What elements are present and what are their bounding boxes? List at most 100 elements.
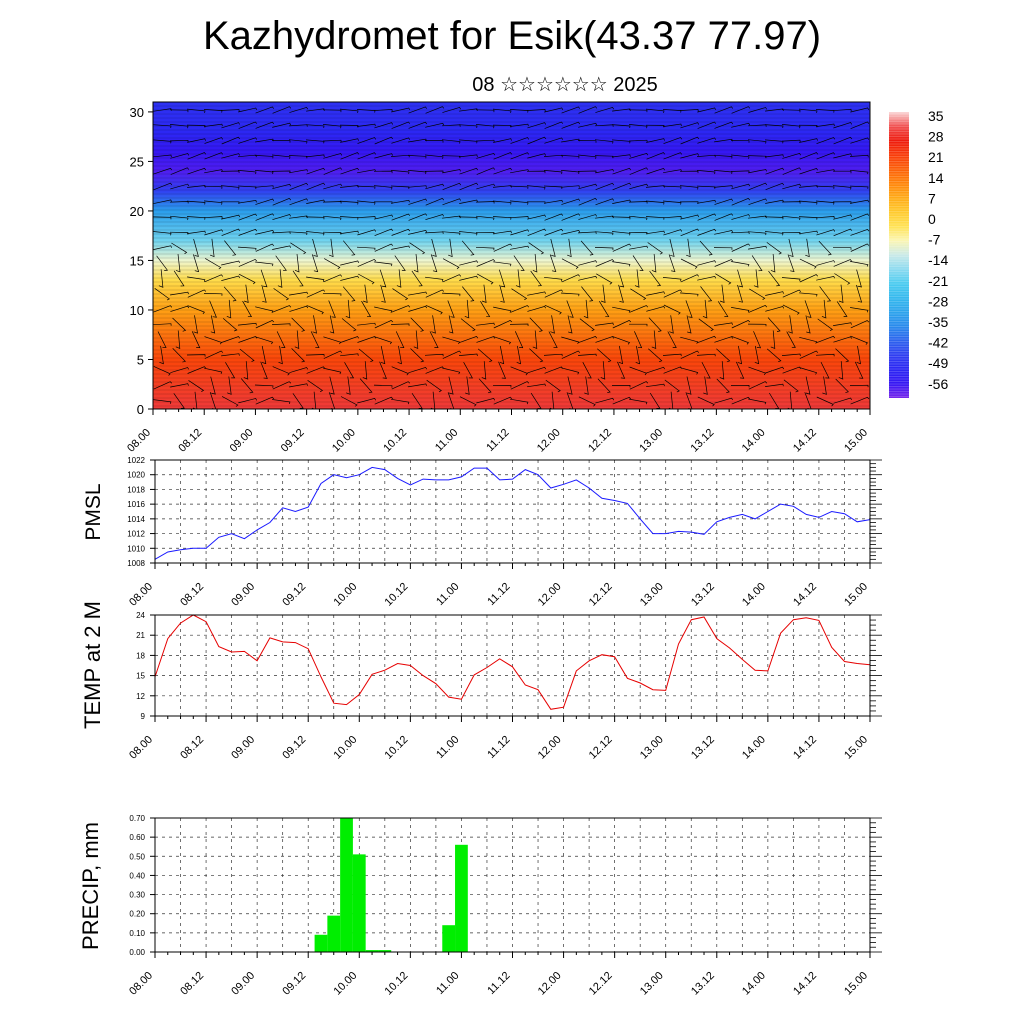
- wind-barb: [477, 348, 493, 363]
- wind-barb: [679, 292, 699, 297]
- wind-barb: [340, 152, 360, 160]
- wind-barb: [680, 274, 700, 283]
- wind-barb: [169, 139, 189, 143]
- wind-barb: [204, 229, 224, 236]
- x-tick-label: 08.00: [125, 427, 153, 455]
- wind-barb: [272, 214, 291, 221]
- wind-barb: [209, 238, 215, 258]
- x-tick-label: 09.12: [280, 970, 308, 998]
- wind-barb: [475, 215, 495, 221]
- x-tick-label: 13.12: [689, 427, 717, 455]
- x-tick-label: 12.12: [586, 427, 614, 455]
- wind-barb: [323, 183, 343, 190]
- y-axis-label: PRECIP, mm: [78, 822, 103, 950]
- y-tick-label: 0.50: [129, 852, 145, 861]
- wind-barb: [458, 216, 478, 220]
- wind-barb: [798, 185, 818, 188]
- wind-barb: [390, 323, 410, 326]
- wind-barb: [560, 185, 580, 188]
- wind-barb: [458, 353, 478, 357]
- wind-barb: [475, 201, 495, 204]
- y-tick-label: 0.30: [129, 891, 145, 900]
- wind-barb: [786, 331, 796, 348]
- wind-barb: [697, 275, 717, 281]
- x-tick-label: 09.00: [229, 970, 257, 998]
- x-tick-label: 10.12: [383, 581, 411, 609]
- wind-barb: [425, 214, 444, 221]
- wind-barb: [567, 238, 572, 258]
- wind-barb: [663, 304, 681, 315]
- wind-barb: [737, 345, 743, 365]
- wind-barb: [425, 289, 445, 298]
- wind-barb: [187, 276, 206, 282]
- wind-barb: [514, 331, 524, 349]
- wind-barb: [567, 315, 573, 334]
- wind-barb: [396, 269, 402, 288]
- wind-barb: [747, 155, 767, 159]
- wind-barb: [170, 167, 190, 175]
- wind-barb: [680, 214, 700, 220]
- wind-barb: [305, 124, 325, 128]
- wind-barb: [272, 399, 291, 404]
- wind-barb: [239, 348, 255, 362]
- wind-barb: [611, 231, 631, 236]
- wind-barb: [425, 140, 444, 143]
- wind-barb: [730, 170, 750, 173]
- wind-barb: [647, 242, 663, 255]
- wind-barb: [411, 270, 423, 287]
- wind-barb: [238, 273, 256, 285]
- wind-barb: [407, 170, 427, 175]
- wind-barb: [669, 238, 675, 257]
- wind-barb: [696, 185, 716, 189]
- chart-title: Kazhydromet for Esik(43.37 77.97): [202, 14, 822, 58]
- wind-barb: [782, 304, 800, 315]
- wind-barb: [170, 183, 190, 190]
- x-tick-label: 11.00: [434, 581, 461, 608]
- wind-barb: [782, 183, 802, 190]
- wind-barb: [648, 348, 663, 363]
- wind-barb: [764, 124, 784, 129]
- wind-barb: [221, 214, 241, 220]
- wind-barb: [373, 109, 393, 112]
- wind-barb: [731, 197, 751, 206]
- wind-barb: [748, 215, 767, 219]
- wind-barb: [221, 260, 241, 266]
- wind-barb: [577, 170, 597, 174]
- wind-barb: [798, 108, 818, 113]
- wind-barb: [544, 137, 564, 144]
- wind-barb: [833, 228, 853, 237]
- wind-barb: [408, 366, 428, 374]
- wind-barb: [255, 229, 275, 235]
- x-tick-label: 14.00: [740, 734, 768, 762]
- wind-barb: [221, 228, 241, 237]
- precip-bar: [314, 934, 328, 952]
- wind-barb: [686, 238, 691, 258]
- wind-barb: [850, 137, 870, 144]
- wind-barb: [153, 199, 172, 205]
- wind-barb: [634, 331, 643, 349]
- wind-barb: [805, 315, 811, 334]
- wind-barb: [395, 331, 405, 348]
- wind-barb: [292, 270, 304, 287]
- wind-barb: [629, 183, 649, 190]
- series-line: [154, 614, 871, 710]
- wind-barb: [254, 170, 274, 175]
- x-tick-label: 08.00: [127, 734, 155, 762]
- wind-barb: [526, 109, 546, 112]
- wind-barb: [561, 229, 581, 235]
- wind-barb: [651, 253, 657, 273]
- wind-barb: [407, 185, 427, 188]
- y-tick-label: 1010: [127, 544, 145, 553]
- wind-barb: [276, 331, 286, 348]
- x-tick-label: 14.00: [740, 581, 768, 609]
- wind-barb: [374, 153, 394, 159]
- wind-barb: [187, 230, 206, 234]
- precip-bar: [352, 854, 366, 952]
- wind-barb: [193, 254, 200, 273]
- wind-barb: [357, 322, 376, 326]
- wind-barb: [411, 393, 423, 409]
- wind-barb: [799, 336, 818, 344]
- wind-barb: [408, 383, 427, 388]
- wind-barb: [765, 108, 784, 112]
